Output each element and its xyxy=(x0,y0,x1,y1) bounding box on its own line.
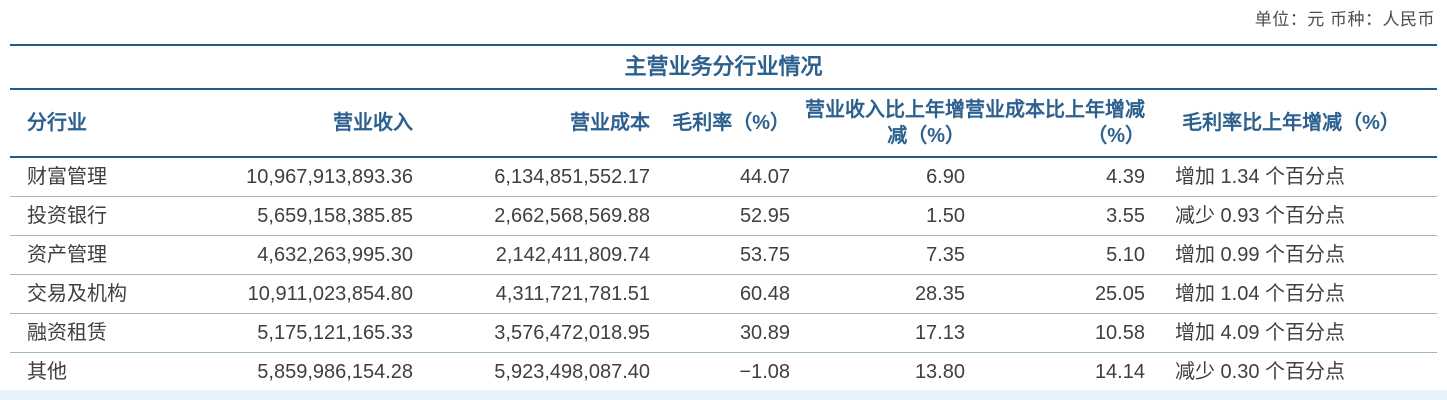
value-cell: 增加 0.99 个百分点 xyxy=(1145,235,1437,275)
column-header-revenue: 营业收入 xyxy=(180,88,413,158)
value-cell: 30.89 xyxy=(650,313,790,353)
segment-name-cell: 其他 xyxy=(10,352,180,394)
column-header-margin-change: 毛利率比上年增减（%） xyxy=(1145,88,1437,158)
table-body: 财富管理 10,967,913,893.36 6,134,851,552.17 44.… xyxy=(10,157,1437,394)
table-row: 资产管理 4,632,263,995.30 2,142,411,809.74 53.7… xyxy=(10,235,1437,275)
value-cell: 5,659,158,385.85 xyxy=(180,196,413,236)
column-header-segment: 分行业 xyxy=(10,88,180,158)
column-header-cost: 营业成本 xyxy=(413,88,650,158)
value-cell: 5.10 xyxy=(965,235,1145,275)
value-cell: 4,632,263,995.30 xyxy=(180,235,413,275)
table-row: 融资租赁 5,175,121,165.33 3,576,472,018.95 30.8… xyxy=(10,313,1437,353)
value-cell: 6,134,851,552.17 xyxy=(413,157,650,197)
value-cell: 10,967,913,893.36 xyxy=(180,157,413,197)
table-row: 财富管理 10,967,913,893.36 6,134,851,552.17 44.… xyxy=(10,157,1437,197)
table-row: 其他 5,859,986,154.28 5,923,498,087.40 −1.08 1… xyxy=(10,352,1437,394)
value-cell: 44.07 xyxy=(650,157,790,197)
header-row: 分行业 营业收入 营业成本 毛利率（%） 营业收入比上年增减（%） 营业成本比上… xyxy=(10,88,1437,158)
unit-currency-label: 单位：元 币种：人民币 xyxy=(1254,10,1435,29)
value-cell: 10,911,023,854.80 xyxy=(180,274,413,314)
column-header-revenue-change: 营业收入比上年增减（%） xyxy=(790,88,965,158)
column-header-gross-margin: 毛利率（%） xyxy=(650,88,790,158)
value-cell: 增加 1.04 个百分点 xyxy=(1145,274,1437,314)
value-cell: 3.55 xyxy=(965,196,1145,236)
value-cell: 2,142,411,809.74 xyxy=(413,235,650,275)
value-cell: 6.90 xyxy=(790,157,965,197)
segment-name-cell: 财富管理 xyxy=(10,157,180,197)
table-header: 分行业 营业收入 营业成本 毛利率（%） 营业收入比上年增减（%） 营业成本比上… xyxy=(10,88,1437,158)
value-cell: 4,311,721,781.51 xyxy=(413,274,650,314)
value-cell: 4.39 xyxy=(965,157,1145,197)
value-cell: 减少 0.30 个百分点 xyxy=(1145,352,1437,394)
segment-name-cell: 资产管理 xyxy=(10,235,180,275)
value-cell: 60.48 xyxy=(650,274,790,314)
next-section-cutoff-band xyxy=(0,390,1447,400)
value-cell: 28.35 xyxy=(790,274,965,314)
value-cell: 10.58 xyxy=(965,313,1145,353)
value-cell: 25.05 xyxy=(965,274,1145,314)
value-cell: 53.75 xyxy=(650,235,790,275)
value-cell: 5,175,121,165.33 xyxy=(180,313,413,353)
value-cell: 2,662,568,569.88 xyxy=(413,196,650,236)
segment-name-cell: 交易及机构 xyxy=(10,274,180,314)
table-row: 投资银行 5,659,158,385.85 2,662,568,569.88 52.9… xyxy=(10,196,1437,236)
value-cell: 14.14 xyxy=(965,352,1145,394)
segment-name-cell: 投资银行 xyxy=(10,196,180,236)
value-cell: 3,576,472,018.95 xyxy=(413,313,650,353)
value-cell: 增加 1.34 个百分点 xyxy=(1145,157,1437,197)
segment-table: 分行业 营业收入 营业成本 毛利率（%） 营业收入比上年增减（%） 营业成本比上… xyxy=(10,88,1437,394)
value-cell: 1.50 xyxy=(790,196,965,236)
value-cell: 5,859,986,154.28 xyxy=(180,352,413,394)
column-header-cost-change: 营业成本比上年增减（%） xyxy=(965,88,1145,158)
value-cell: 17.13 xyxy=(790,313,965,353)
value-cell: −1.08 xyxy=(650,352,790,394)
value-cell: 5,923,498,087.40 xyxy=(413,352,650,394)
table-title: 主营业务分行业情况 xyxy=(10,44,1437,88)
value-cell: 减少 0.93 个百分点 xyxy=(1145,196,1437,236)
segment-name-cell: 融资租赁 xyxy=(10,313,180,353)
value-cell: 13.80 xyxy=(790,352,965,394)
value-cell: 增加 4.09 个百分点 xyxy=(1145,313,1437,353)
value-cell: 7.35 xyxy=(790,235,965,275)
table-row: 交易及机构 10,911,023,854.80 4,311,721,781.51 60… xyxy=(10,274,1437,314)
segment-table-section: 主营业务分行业情况 分行业 营业收入 营业成本 毛利率（%） 营业收入比上年增减… xyxy=(10,44,1437,394)
value-cell: 52.95 xyxy=(650,196,790,236)
